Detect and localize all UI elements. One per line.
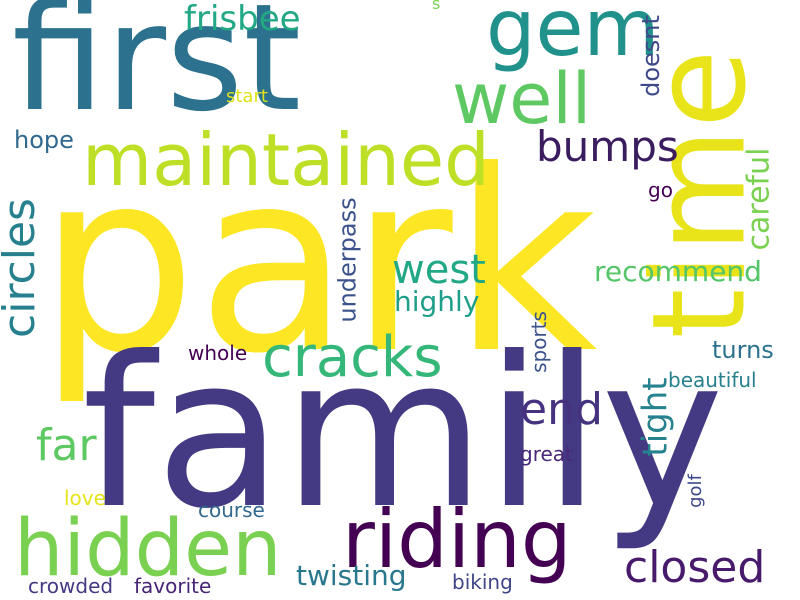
word-turns: turns — [712, 336, 774, 364]
word-closed: closed — [624, 542, 766, 593]
word-go: go — [648, 178, 673, 202]
word-far: far — [36, 420, 97, 471]
word-golf: golf — [684, 474, 706, 508]
word-gem: gem — [486, 0, 660, 74]
word-course: course — [198, 498, 265, 522]
word-first: first — [12, 0, 302, 144]
word-west: west — [392, 247, 486, 293]
word-riding: riding — [342, 493, 572, 586]
word-circles: circles — [0, 198, 45, 338]
word-hope: hope — [14, 126, 74, 154]
word-careful: careful — [741, 147, 777, 251]
word-recommend: recommend — [594, 255, 762, 288]
word-maintained: maintained — [82, 118, 490, 202]
word-crowded: crowded — [28, 574, 114, 598]
word-favorite: favorite — [134, 574, 212, 598]
word-underpass: underpass — [333, 197, 362, 323]
word-highly: highly — [394, 285, 480, 318]
word-frisbee: frisbee — [184, 0, 301, 39]
word-biking: biking — [452, 570, 513, 594]
word-family: family — [82, 313, 724, 555]
word-end: end — [520, 384, 603, 435]
word-whole: whole — [188, 341, 248, 365]
word-twisting: twisting — [296, 559, 407, 592]
word-cracks: cracks — [262, 325, 443, 390]
word-bumps: bumps — [536, 122, 679, 171]
word-beautiful: beautiful — [668, 368, 757, 392]
word-love: love — [64, 486, 106, 510]
word-well: well — [452, 58, 592, 140]
word-sports: sports — [526, 311, 551, 373]
word-start: start — [226, 86, 268, 107]
word-park: park — [38, 117, 598, 408]
word-hidden: hidden — [14, 504, 282, 594]
word-doesnt: doesnt — [636, 15, 665, 97]
word-great: great — [520, 442, 573, 466]
word-s: s — [432, 0, 441, 13]
